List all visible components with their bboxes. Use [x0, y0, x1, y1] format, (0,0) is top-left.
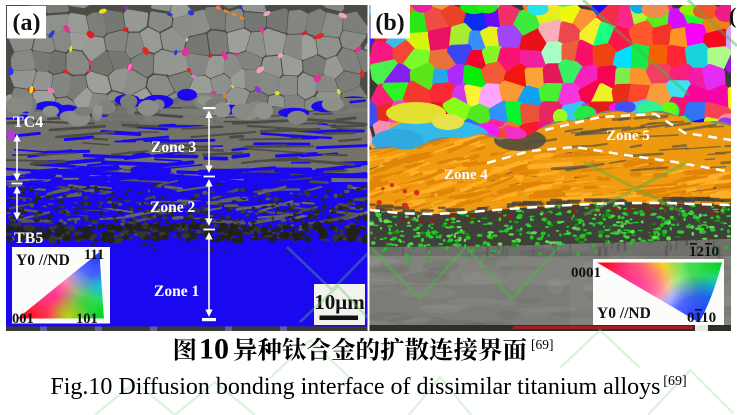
svg-text:0001: 0001	[571, 265, 601, 281]
svg-text:(b): (b)	[375, 10, 404, 36]
svg-text:[69]: [69]	[531, 337, 554, 352]
svg-text:0110: 0110	[687, 310, 716, 326]
svg-text:Zone 3: Zone 3	[151, 139, 196, 156]
svg-text:1210: 1210	[689, 244, 719, 260]
svg-text:TB5: TB5	[14, 230, 43, 247]
svg-text:TC4: TC4	[13, 114, 43, 131]
svg-text:111: 111	[84, 247, 104, 263]
svg-text:Zone 1: Zone 1	[154, 283, 199, 300]
svg-text:Zone 5: Zone 5	[606, 128, 650, 144]
svg-text:001: 001	[12, 311, 34, 327]
svg-text:101: 101	[76, 311, 98, 327]
svg-text:(: (	[729, 3, 736, 28]
svg-text:10μm: 10μm	[314, 290, 365, 314]
svg-text:Y0 //ND: Y0 //ND	[16, 252, 70, 269]
svg-text:10: 10	[199, 333, 229, 366]
svg-text:Zone 2: Zone 2	[150, 199, 195, 216]
svg-text:Zone 4: Zone 4	[444, 167, 488, 183]
svg-text:Y0 //ND: Y0 //ND	[597, 305, 651, 322]
svg-text:(a): (a)	[13, 10, 41, 36]
